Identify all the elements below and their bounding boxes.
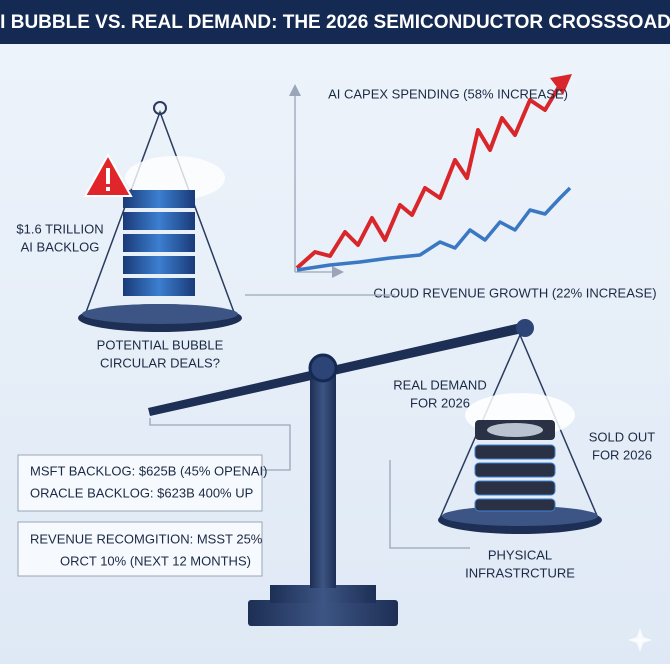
title-banner <box>0 0 670 44</box>
info-box: REVENUE RECOMGITION: MSST 25% ORCT 10% (… <box>17 521 263 577</box>
sparkle <box>628 628 652 652</box>
infra-caption: PHYSICAL <box>488 547 552 562</box>
red-label: AI CAPEX SPENDING (58% INCREASE) <box>328 86 568 101</box>
title: AI BUBBLE VS. REAL DEMAND: THE 2026 SEMI… <box>0 12 670 33</box>
demand-label: REAL DEMAND <box>393 377 486 392</box>
box-text: ORCT 10% (NEXT 12 MONTHS) <box>60 553 251 568</box>
balance-scale <box>78 101 602 626</box>
sold-out-label: FOR 2026 <box>592 447 652 462</box>
info-box: MSFT BACKLOG: $625B (45% OPENAI) ORACLE … <box>17 454 267 512</box>
blue-label: CLOUD REVENUE GROWTH (22% INCREASE) <box>373 285 656 300</box>
sold-out-label: SOLD OUT <box>589 429 656 444</box>
bubble-caption: CIRCULAR DEALS? <box>100 355 220 370</box>
backlog-label: AI BACKLOG <box>21 239 100 254</box>
drive-stack-right <box>465 393 575 512</box>
trend-chart: AI CAPEX SPENDING (58% INCREASE) CLOUD R… <box>245 74 657 300</box>
demand-label: FOR 2026 <box>410 395 470 410</box>
box-text: ORACLE BACKLOG: $623B 400% UP <box>30 485 253 500</box>
bubble-caption: POTENTIAL BUBBLE <box>97 337 224 352</box>
box-text: REVENUE RECOMGITION: MSST 25% <box>30 531 263 546</box>
infra-caption: INFRASTRCTURE <box>465 565 575 580</box>
box-text: MSFT BACKLOG: $625B (45% OPENAI) <box>30 463 267 478</box>
backlog-label: $1.6 TRILLION <box>16 221 103 236</box>
server-stack-left <box>83 152 225 296</box>
